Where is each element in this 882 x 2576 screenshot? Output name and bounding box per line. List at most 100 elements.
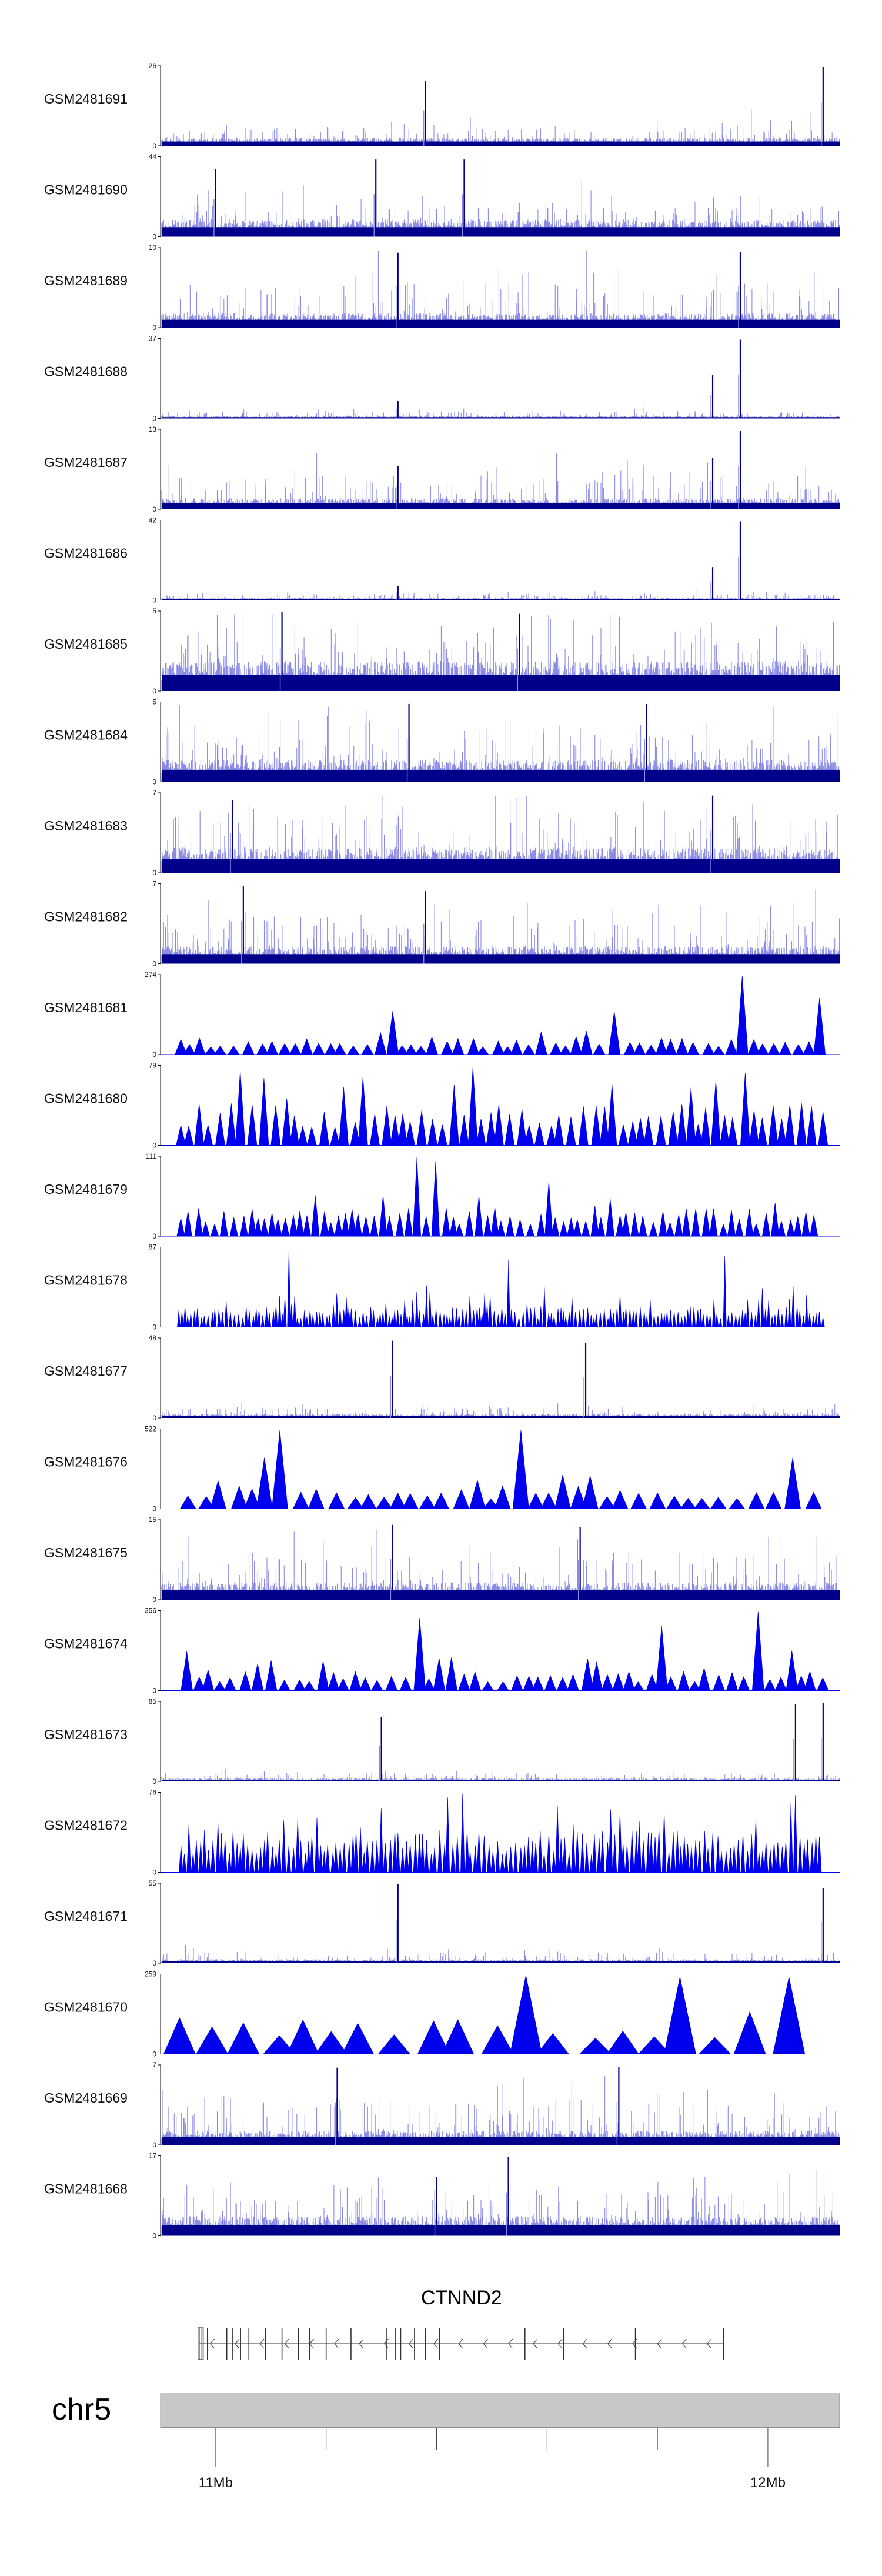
- y-min-label: 0: [152, 1868, 156, 1877]
- coverage-base: [162, 1590, 840, 1600]
- y-max-label: 7: [152, 789, 156, 797]
- track-label: GSM2481673: [44, 1727, 128, 1742]
- coverage-base: [162, 417, 840, 419]
- coverage-base: [162, 1780, 840, 1781]
- coverage-bars: [161, 587, 840, 600]
- gene-exon: [198, 2327, 204, 2360]
- axis-tick-label: 11Mb: [199, 2475, 233, 2491]
- coverage-base: [162, 954, 840, 964]
- coverage-base: [162, 599, 840, 600]
- y-min-label: 0: [152, 1687, 156, 1695]
- y-max-label: 76: [149, 1788, 157, 1797]
- coverage-base: [162, 859, 840, 873]
- y-min-label: 0: [152, 1323, 156, 1332]
- y-max-label: 7: [152, 880, 156, 888]
- track-GSM2481691: GSM2481691 26 0: [44, 62, 840, 150]
- track-label: GSM2481669: [44, 2090, 128, 2105]
- y-min-label: 0: [152, 1505, 156, 1513]
- track-label: GSM2481679: [44, 1182, 128, 1197]
- strand-arrow: [458, 2338, 463, 2349]
- coverage-bars: [161, 2076, 840, 2145]
- track-label: GSM2481685: [44, 636, 128, 652]
- y-max-label: 13: [149, 425, 157, 433]
- track-label: GSM2481678: [44, 1273, 128, 1288]
- coverage-area: [163, 1975, 806, 2054]
- track-label: GSM2481676: [44, 1454, 128, 1470]
- y-min-label: 0: [152, 1232, 156, 1240]
- track-GSM2481684: GSM2481684 5 0: [44, 698, 840, 786]
- strand-arrow: [209, 2338, 215, 2349]
- strand-arrow: [259, 2338, 265, 2349]
- track-GSM2481670: GSM2481670 259 0: [44, 1970, 840, 2058]
- chromosome-axis: chr5 11Mb 12Mb: [52, 2393, 840, 2491]
- coverage-area: [176, 1157, 818, 1237]
- track-GSM2481685: GSM2481685 5 0: [44, 607, 840, 695]
- strand-arrow: [657, 2338, 662, 2349]
- track-GSM2481669: GSM2481669 7 0: [44, 2061, 840, 2149]
- track-GSM2481674: GSM2481674 356 0: [44, 1607, 840, 1695]
- axis-tick-label: 12Mb: [750, 2475, 786, 2491]
- strand-arrow: [507, 2338, 513, 2349]
- coverage-bars: [161, 407, 840, 419]
- y-min-label: 0: [152, 233, 156, 241]
- y-min-label: 0: [152, 596, 156, 605]
- track-label: GSM2481677: [44, 1363, 128, 1379]
- y-max-label: 15: [149, 1516, 157, 1524]
- coverage-base: [162, 319, 840, 328]
- y-min-label: 0: [152, 1959, 156, 1967]
- coverage-bars: [161, 109, 840, 146]
- y-min-label: 0: [152, 1142, 156, 1150]
- y-max-label: 44: [149, 153, 157, 161]
- y-max-label: 48: [149, 1334, 157, 1342]
- y-max-label: 5: [152, 698, 156, 706]
- gene-name: CTNND2: [421, 2287, 502, 2309]
- y-max-label: 259: [145, 1970, 156, 1978]
- y-max-label: 37: [149, 335, 157, 343]
- coverage-base: [162, 1416, 840, 1418]
- coverage-base: [162, 1961, 840, 1963]
- y-max-label: 26: [149, 62, 157, 70]
- y-min-label: 0: [152, 778, 156, 786]
- track-GSM2481678: GSM2481678 87 0: [44, 1243, 840, 1332]
- coverage-bars: [161, 453, 840, 509]
- track-label: GSM2481691: [44, 91, 128, 106]
- track-GSM2481683: GSM2481683 7 0: [44, 789, 840, 877]
- y-max-label: 87: [149, 1243, 157, 1252]
- strand-arrow: [483, 2338, 488, 2349]
- y-min-label: 0: [152, 1596, 156, 1604]
- track-GSM2481679: GSM2481679 111 0: [44, 1152, 840, 1240]
- strand-arrow: [557, 2338, 563, 2349]
- y-max-label: 85: [149, 1697, 157, 1706]
- y-min-label: 0: [152, 2050, 156, 2058]
- track-label: GSM2481682: [44, 909, 128, 925]
- y-min-label: 0: [152, 687, 156, 695]
- track-label: GSM2481671: [44, 1908, 128, 1924]
- track-label: GSM2481690: [44, 182, 128, 198]
- coverage-area: [181, 1611, 829, 1691]
- track-GSM2481688: GSM2481688 37 0: [44, 335, 840, 423]
- coverage-bars: [161, 1945, 840, 1963]
- y-max-label: 5: [152, 607, 156, 615]
- y-min-label: 0: [152, 1777, 156, 1786]
- y-max-label: 17: [149, 2152, 157, 2160]
- y-min-label: 0: [152, 1050, 156, 1059]
- track-label: GSM2481686: [44, 546, 128, 561]
- coverage-bars: [161, 251, 840, 328]
- coverage-base: [162, 227, 840, 237]
- track-label: GSM2481681: [44, 1000, 128, 1015]
- track-GSM2481680: GSM2481680 79 0: [44, 1062, 840, 1150]
- strand-arrow: [433, 2338, 439, 2349]
- strand-arrow: [533, 2338, 538, 2349]
- track-GSM2481676: GSM2481676 522 0: [44, 1425, 840, 1513]
- y-max-label: 42: [149, 516, 157, 525]
- coverage-base: [162, 2225, 840, 2236]
- track-label: GSM2481674: [44, 1636, 128, 1651]
- y-max-label: 522: [145, 1425, 156, 1433]
- coverage-base: [162, 769, 840, 782]
- y-max-label: 356: [145, 1607, 156, 1615]
- track-label: GSM2481670: [44, 2000, 128, 2015]
- y-min-label: 0: [152, 869, 156, 877]
- coverage-area: [179, 1793, 822, 1873]
- strand-arrow: [706, 2338, 712, 2349]
